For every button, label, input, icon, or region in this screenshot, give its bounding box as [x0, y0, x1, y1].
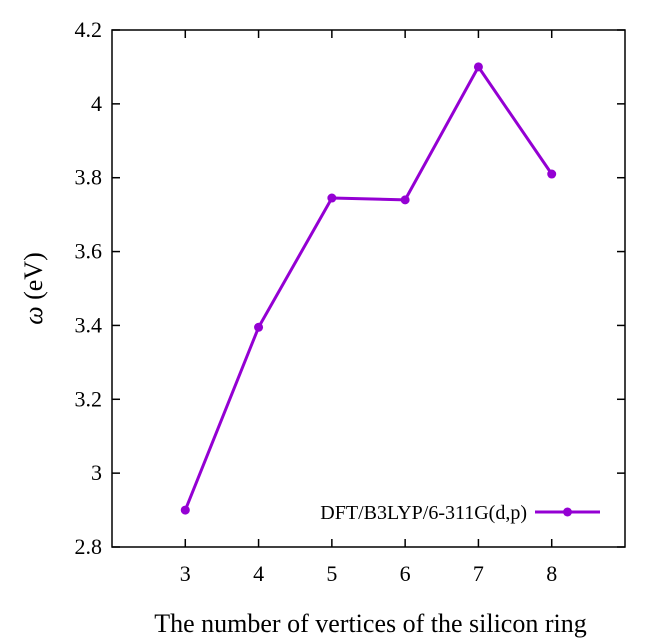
y-tick-label: 3.6 [75, 239, 103, 264]
plot-frame [111, 29, 626, 548]
y-tick-label: 3.4 [75, 312, 103, 337]
x-tick-label: 6 [400, 561, 411, 586]
y-tick-label: 4.2 [75, 17, 103, 42]
data-point [180, 505, 190, 515]
y-tick-label: 3.8 [75, 165, 103, 190]
legend-marker [563, 507, 572, 517]
x-tick-label: 3 [180, 561, 191, 586]
y-tick-label: 3.2 [75, 386, 103, 411]
axis-ticks: 2.8 3 3.2 3.4 3.6 3.8 4 4.2 3 4 5 6 7 8 [75, 17, 625, 586]
legend: DFT/B3LYP/6-311G(d,p) [320, 502, 600, 524]
x-tick-label: 5 [326, 561, 337, 586]
x-axis-title: The number of vertices of the silicon ri… [154, 609, 586, 638]
series-line [183, 65, 553, 511]
data-point [400, 195, 410, 205]
x-tick-label: 7 [473, 561, 484, 586]
x-tick-label: 8 [546, 561, 557, 586]
legend-label: DFT/B3LYP/6-311G(d,p) [320, 502, 527, 524]
data-point [473, 62, 483, 72]
y-tick-label: 4 [91, 91, 102, 116]
x-tick-label: 4 [253, 561, 264, 586]
plot-border [111, 29, 626, 548]
data-point [327, 193, 337, 203]
data-point [547, 169, 557, 179]
series-layer [180, 62, 557, 515]
y-tick-label: 3 [91, 460, 102, 485]
data-point [254, 322, 264, 332]
y-tick-label: 2.8 [75, 534, 103, 559]
y-axis-title-text: ω (eV) [19, 252, 48, 325]
y-axis-title: ω (eV) [19, 252, 48, 325]
